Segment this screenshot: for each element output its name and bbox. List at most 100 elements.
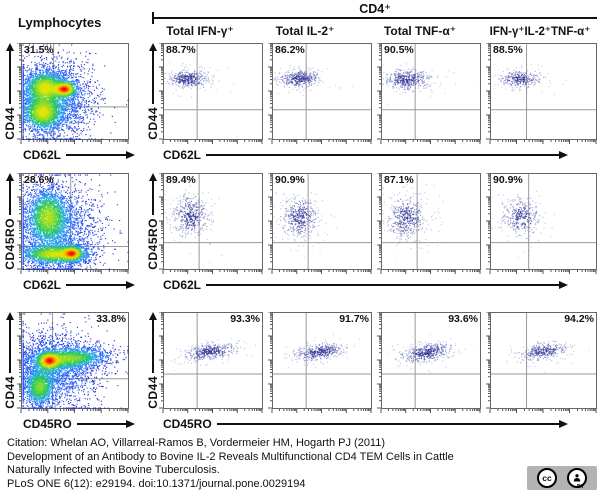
- cd4-bracket-line: [152, 17, 597, 19]
- x-axis-line: [206, 283, 559, 286]
- percent-label: 33.8%: [96, 313, 126, 325]
- percent-label: 93.3%: [230, 313, 260, 325]
- x-axis-cd45ro-left-row3: CD45RO: [23, 416, 135, 431]
- cd4-bracket-tick: [152, 12, 154, 24]
- y-axis-line: [9, 181, 11, 216]
- y-axis-arrow-icon: [6, 173, 14, 181]
- x-axis-cd62l-left-row2: CD62L: [23, 277, 135, 292]
- cd4-subset-plot-row3-col2: 91.7%: [266, 312, 372, 415]
- x-axis-label: CD62L: [163, 277, 202, 292]
- cc-by-license-badge: cc BY: [527, 466, 597, 490]
- cd4-subset-plot-row3-col2-canvas: [266, 312, 372, 415]
- percent-label: 88.5%: [493, 44, 523, 56]
- column-header-total-ifng: Total IFN-γ⁺: [166, 24, 234, 38]
- lymphocyte-plot-row1: 31.5%: [15, 43, 129, 146]
- column-header-total-tnfa: Total TNF-α⁺: [383, 24, 457, 38]
- lymphocyte-plot-row1-canvas: [15, 43, 129, 146]
- column-header-total-il2: Total IL-2⁺: [275, 24, 335, 38]
- by-label: BY: [577, 484, 584, 490]
- y-axis-label: CD44: [146, 107, 160, 140]
- y-axis-cd45ro-small-row2: CD45RO: [144, 173, 162, 270]
- y-axis-label: CD45RO: [146, 218, 160, 270]
- percent-label: 31.5%: [24, 44, 54, 56]
- lymphocytes-group-label: Lymphocytes: [18, 15, 102, 30]
- y-axis-line: [9, 320, 11, 374]
- cd4-subset-plot-row3-col1: 93.3%: [157, 312, 263, 415]
- x-axis-arrow-icon: [126, 280, 135, 289]
- x-axis-arrow-icon: [559, 280, 568, 289]
- percent-label: 86.2%: [275, 44, 305, 56]
- y-axis-arrow-icon: [149, 43, 157, 51]
- cd4-subset-plot-row2-col2-canvas: [266, 173, 372, 276]
- x-axis-arrow-icon: [126, 419, 135, 428]
- x-axis-line: [76, 422, 126, 425]
- y-axis-cd45ro-left-row2: CD45RO: [1, 173, 19, 270]
- y-axis-cd44-left-row3: CD44: [1, 312, 19, 409]
- x-axis-arrow-icon: [559, 419, 568, 428]
- cd4-subset-plot-row1-col3-canvas: [375, 43, 481, 146]
- y-axis-line: [9, 51, 11, 105]
- cd4-subset-plot-row1-col4-canvas: [484, 43, 597, 146]
- cd4-subset-plot-row2-col2: 90.9%: [266, 173, 372, 276]
- y-axis-arrow-icon: [149, 173, 157, 181]
- x-axis-label: CD62L: [23, 147, 62, 162]
- column-header-triple-positive: IFN-γ⁺IL-2⁺TNF-α⁺: [489, 26, 591, 38]
- cd4-subset-plot-row1-col1: 88.7%: [157, 43, 263, 146]
- percent-label: 91.7%: [339, 313, 369, 325]
- citation-text: Citation: Whelan AO, Villarreal-Ramos B,…: [7, 437, 454, 491]
- x-axis-label: CD45RO: [163, 416, 212, 431]
- cd4-subset-plot-row3-col3-canvas: [375, 312, 481, 415]
- cd4-subset-plot-row2-col3-canvas: [375, 173, 481, 276]
- cd4-subset-plot-row2-col4-canvas: [484, 173, 597, 276]
- cd4-subset-plot-row1-col1-canvas: [157, 43, 263, 146]
- cd4-subset-plot-row1-col2-canvas: [266, 43, 372, 146]
- cd4-subset-plot-row2-col3: 87.1%: [375, 173, 481, 276]
- lymphocyte-plot-row3: 33.8%: [15, 312, 129, 415]
- lymphocyte-plot-row2-canvas: [15, 173, 129, 276]
- y-axis-cd44-small-row1: CD44: [144, 43, 162, 140]
- cd4-subset-plot-row2-col1: 89.4%: [157, 173, 263, 276]
- citation-line-4: PLoS ONE 6(12): e29194. doi:10.1371/jour…: [7, 477, 306, 490]
- percent-label: 87.1%: [384, 174, 414, 186]
- y-axis-line: [152, 51, 154, 105]
- lymphocyte-plot-row3-canvas: [15, 312, 129, 415]
- y-axis-cd44-left-row1: CD44: [1, 43, 19, 140]
- percent-label: 93.6%: [448, 313, 478, 325]
- cd4-subset-plot-row2-col4: 90.9%: [484, 173, 597, 276]
- percent-label: 90.5%: [384, 44, 414, 56]
- x-axis-cd62l-small-row1: CD62L: [163, 147, 568, 162]
- x-axis-label: CD45RO: [23, 416, 72, 431]
- citation-line-3: Naturally Infected with Bovine Tuberculo…: [7, 464, 220, 476]
- by-person-icon: [567, 468, 587, 488]
- cd4-subset-plot-row3-col4-canvas: [484, 312, 597, 415]
- y-axis-label: CD45RO: [3, 218, 17, 270]
- y-axis-line: [152, 320, 154, 374]
- cd4-subset-plot-row1-col2: 86.2%: [266, 43, 372, 146]
- x-axis-cd62l-left-row1: CD62L: [23, 147, 135, 162]
- y-axis-line: [152, 181, 154, 216]
- y-axis-arrow-icon: [6, 312, 14, 320]
- percent-label: 89.4%: [166, 174, 196, 186]
- cd4-subset-plot-row3-col3: 93.6%: [375, 312, 481, 415]
- cd4-subset-plot-row2-col1-canvas: [157, 173, 263, 276]
- percent-label: 88.7%: [166, 44, 196, 56]
- y-axis-label: CD44: [3, 107, 17, 140]
- x-axis-label: CD62L: [163, 147, 202, 162]
- cc-icon: cc: [537, 468, 557, 488]
- y-axis-cd44-small-row3: CD44: [144, 312, 162, 409]
- lymphocyte-plot-row2: 28.6%: [15, 173, 129, 276]
- x-axis-cd45ro-small-row3: CD45RO: [163, 416, 568, 431]
- x-axis-label: CD62L: [23, 277, 62, 292]
- x-axis-arrow-icon: [126, 150, 135, 159]
- y-axis-arrow-icon: [6, 43, 14, 51]
- cd4-subset-plot-row1-col3: 90.5%: [375, 43, 481, 146]
- cd4-subset-plot-row3-col4: 94.2%: [484, 312, 597, 415]
- percent-label: 94.2%: [564, 313, 594, 325]
- y-axis-label: CD44: [3, 376, 17, 409]
- x-axis-cd62l-small-row2: CD62L: [163, 277, 568, 292]
- x-axis-line: [206, 153, 559, 156]
- percent-label: 90.9%: [493, 174, 523, 186]
- x-axis-line: [216, 422, 559, 425]
- x-axis-arrow-icon: [559, 150, 568, 159]
- cd4-subset-plot-row3-col1-canvas: [157, 312, 263, 415]
